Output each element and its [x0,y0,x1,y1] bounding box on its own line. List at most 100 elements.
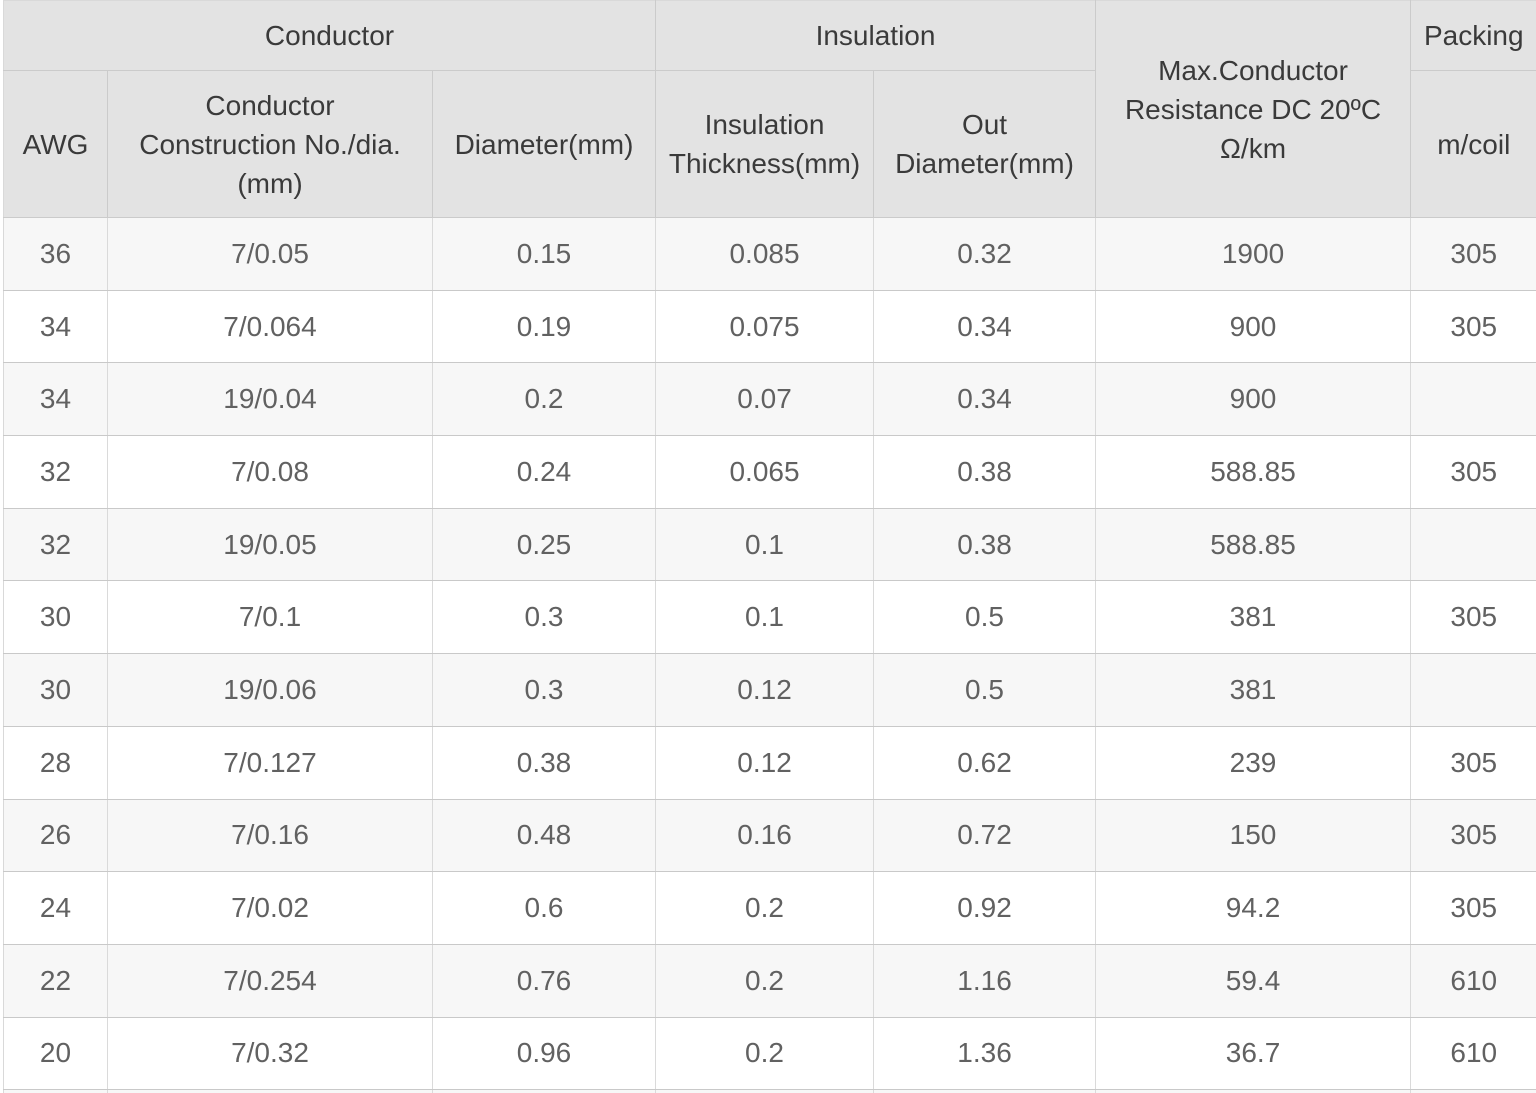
cell-max-conductor-resistance: 59.4 [1095,943,1412,1018]
table-body: 36 7/0.05 0.15 0.085 0.32 1900 305 34 7/0.064 0.1… [3,217,1536,1093]
cell-out-diameter: 0.38 [873,507,1097,582]
cell-diameter: 0.25 [431,507,657,582]
column-header-max-conductor-resistance: Max.Conductor Resistance DC 20ºC Ω/km [1095,0,1412,218]
cell-awg: 24 [3,871,108,945]
cell-m-per-coil: 305 [1410,871,1536,945]
table-row: 22 7/0.254 0.76 0.2 1.16 59.4 610 [3,943,1536,1018]
cell-diameter: 0.48 [431,798,657,873]
cell-insulation-thickness: 0.12 [655,725,875,800]
cell-m-per-coil [1410,362,1536,437]
column-header-conductor-construction: Conductor Construction No./dia. (mm) [107,70,433,218]
cell-conductor-construction: 7/0.127 [107,725,433,800]
cell-m-per-coil [1410,507,1536,582]
column-header-awg: AWG [3,70,108,218]
cell-out-diameter: 1.36 [873,1016,1097,1091]
cell-diameter: 0.38 [431,725,657,800]
cell-m-per-coil [1410,653,1536,727]
cell-awg: 36 [3,217,108,291]
table-row: 24 7/0.02 0.6 0.2 0.92 94.2 305 [3,871,1536,945]
cell-awg: 34 [3,289,108,364]
cell-out-diameter: 0.5 [873,653,1097,727]
cell-out-diameter: 0.34 [873,362,1097,437]
partial-next-row [3,1089,1536,1093]
cell-conductor-construction: 7/0.32 [107,1016,433,1091]
cell-awg: 32 [3,507,108,582]
cell-insulation-thickness: 0.12 [655,653,875,727]
column-group-packing: Packing [1410,0,1536,71]
column-group-conductor: Conductor [2,0,657,71]
cell-m-per-coil: 305 [1410,217,1536,291]
cell-diameter: 0.3 [431,653,657,727]
cell-awg: 20 [3,1016,108,1091]
cell-max-conductor-resistance: 381 [1095,653,1412,727]
cell-m-per-coil: 305 [1410,725,1536,800]
cell-insulation-thickness: 0.085 [655,217,875,291]
cell-insulation-thickness: 0.065 [655,435,875,509]
cell-awg: 22 [3,943,108,1018]
cell-m-per-coil: 610 [1410,1016,1536,1091]
cell-out-diameter: 0.5 [873,580,1097,655]
cell-max-conductor-resistance: 150 [1095,798,1412,873]
cell-max-conductor-resistance: 588.85 [1095,507,1412,582]
cell-max-conductor-resistance: 381 [1095,580,1412,655]
cell-insulation-thickness: 0.2 [655,871,875,945]
cell-empty [1410,1089,1536,1093]
cell-awg: 30 [3,580,108,655]
cell-max-conductor-resistance: 900 [1095,289,1412,364]
cell-m-per-coil: 610 [1410,943,1536,1018]
cell-m-per-coil: 305 [1410,798,1536,873]
cell-conductor-construction: 7/0.254 [107,943,433,1018]
cell-insulation-thickness: 0.2 [655,943,875,1018]
cell-max-conductor-resistance: 94.2 [1095,871,1412,945]
cell-diameter: 0.96 [431,1016,657,1091]
cell-empty [431,1089,657,1093]
cell-m-per-coil: 305 [1410,580,1536,655]
table-row: 34 7/0.064 0.19 0.075 0.34 900 305 [3,289,1536,364]
cell-diameter: 0.6 [431,871,657,945]
column-group-insulation: Insulation [655,0,1097,71]
cell-diameter: 0.24 [431,435,657,509]
cell-awg: 32 [3,435,108,509]
cell-conductor-construction: 7/0.16 [107,798,433,873]
cell-max-conductor-resistance: 239 [1095,725,1412,800]
table-row: 20 7/0.32 0.96 0.2 1.36 36.7 610 [3,1016,1536,1091]
cell-m-per-coil: 305 [1410,289,1536,364]
cell-out-diameter: 0.92 [873,871,1097,945]
cell-max-conductor-resistance: 1900 [1095,217,1412,291]
cell-out-diameter: 0.32 [873,217,1097,291]
cell-insulation-thickness: 0.07 [655,362,875,437]
cell-conductor-construction: 19/0.06 [107,653,433,727]
cell-diameter: 0.19 [431,289,657,364]
header-label-row: AWG Conductor Construction No./dia. (mm)… [3,70,1536,218]
cell-diameter: 0.2 [431,362,657,437]
column-header-insulation-thickness: Insulation Thickness(mm) [655,70,875,218]
cell-conductor-construction: 19/0.04 [107,362,433,437]
column-header-m-per-coil: m/coil [1410,70,1536,218]
cell-conductor-construction: 7/0.08 [107,435,433,509]
cell-conductor-construction: 19/0.05 [107,507,433,582]
table-row: 30 7/0.1 0.3 0.1 0.5 381 305 [3,580,1536,655]
cell-conductor-construction: 7/0.1 [107,580,433,655]
table-row: 28 7/0.127 0.38 0.12 0.62 239 305 [3,725,1536,800]
cell-conductor-construction: 7/0.02 [107,871,433,945]
cell-out-diameter: 0.38 [873,435,1097,509]
cell-diameter: 0.76 [431,943,657,1018]
cell-out-diameter: 0.62 [873,725,1097,800]
table-row: 32 19/0.05 0.25 0.1 0.38 588.85 [3,507,1536,582]
cell-awg: 28 [3,725,108,800]
cell-m-per-coil: 305 [1410,435,1536,509]
cell-diameter: 0.15 [431,217,657,291]
cell-awg: 30 [3,653,108,727]
cell-insulation-thickness: 0.16 [655,798,875,873]
cell-insulation-thickness: 0.1 [655,507,875,582]
cell-out-diameter: 0.72 [873,798,1097,873]
header-group-row: Conductor Insulation Max.Conductor Resis… [2,0,1536,218]
cell-insulation-thickness: 0.075 [655,289,875,364]
cell-insulation-thickness: 0.2 [655,1016,875,1091]
table-header: Conductor Insulation Max.Conductor Resis… [2,0,1536,218]
table-row: 34 19/0.04 0.2 0.07 0.34 900 [3,362,1536,437]
table-row: 36 7/0.05 0.15 0.085 0.32 1900 305 [3,217,1536,291]
column-header-out-diameter: Out Diameter(mm) [873,70,1097,218]
